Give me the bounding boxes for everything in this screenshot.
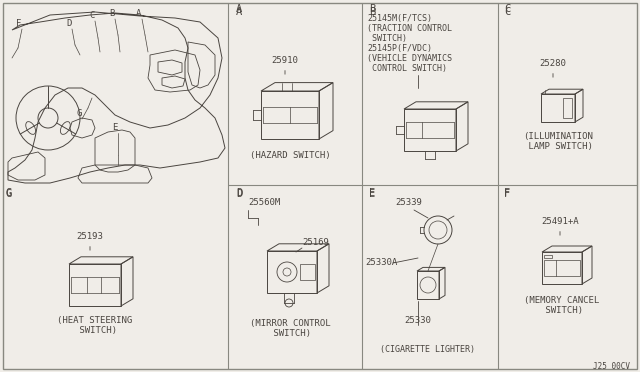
- Text: 25560M: 25560M: [248, 198, 280, 207]
- Text: A: A: [136, 9, 141, 18]
- Text: C: C: [90, 11, 95, 20]
- Text: LAMP SWITCH): LAMP SWITCH): [523, 142, 593, 151]
- Text: SWITCH): SWITCH): [541, 306, 584, 315]
- Text: SWITCH): SWITCH): [367, 34, 407, 43]
- Text: 25330: 25330: [404, 316, 431, 325]
- Text: 25145M(F/TCS): 25145M(F/TCS): [367, 14, 432, 23]
- Text: (ILLUMINATION: (ILLUMINATION: [523, 132, 593, 141]
- Text: (MIRROR CONTROL: (MIRROR CONTROL: [250, 319, 330, 328]
- Text: A: A: [236, 4, 243, 14]
- Text: 25910: 25910: [271, 56, 298, 74]
- Text: SWITCH): SWITCH): [269, 329, 312, 338]
- Text: B: B: [369, 4, 375, 14]
- Text: 25280: 25280: [540, 59, 566, 77]
- Text: CONTROL SWITCH): CONTROL SWITCH): [367, 64, 447, 73]
- Text: G: G: [6, 189, 12, 199]
- Text: (HAZARD SWITCH): (HAZARD SWITCH): [250, 151, 330, 160]
- Text: (HEAT STEERING: (HEAT STEERING: [58, 316, 132, 325]
- Text: D: D: [236, 188, 243, 198]
- Text: F: F: [504, 188, 510, 198]
- Text: C: C: [504, 7, 510, 17]
- Text: B: B: [109, 9, 115, 18]
- Text: D: D: [67, 19, 72, 28]
- Text: G: G: [76, 109, 82, 118]
- Text: 25193: 25193: [77, 232, 104, 250]
- Text: 25169: 25169: [302, 238, 329, 247]
- Text: (TRACTION CONTROL: (TRACTION CONTROL: [367, 24, 452, 33]
- Text: F: F: [16, 19, 22, 28]
- Text: 25339: 25339: [395, 198, 422, 207]
- Text: D: D: [236, 189, 243, 199]
- Text: SWITCH): SWITCH): [74, 326, 116, 335]
- Text: (MEMORY CANCEL: (MEMORY CANCEL: [524, 296, 600, 305]
- Text: F: F: [504, 189, 510, 199]
- Text: C: C: [504, 4, 510, 14]
- Text: J25 00CV: J25 00CV: [593, 362, 630, 371]
- Text: G: G: [6, 188, 12, 198]
- Text: E: E: [369, 188, 375, 198]
- Text: E: E: [112, 123, 118, 132]
- Text: 25491+A: 25491+A: [541, 217, 579, 235]
- Text: E: E: [369, 189, 375, 199]
- Text: (VEHICLE DYNAMICS: (VEHICLE DYNAMICS: [367, 54, 452, 63]
- Text: A: A: [236, 7, 243, 17]
- Text: B: B: [369, 7, 375, 17]
- Text: 25145P(F/VDC): 25145P(F/VDC): [367, 44, 432, 53]
- Text: (CIGARETTE LIGHTER): (CIGARETTE LIGHTER): [381, 345, 476, 354]
- Text: 25330A: 25330A: [365, 258, 397, 267]
